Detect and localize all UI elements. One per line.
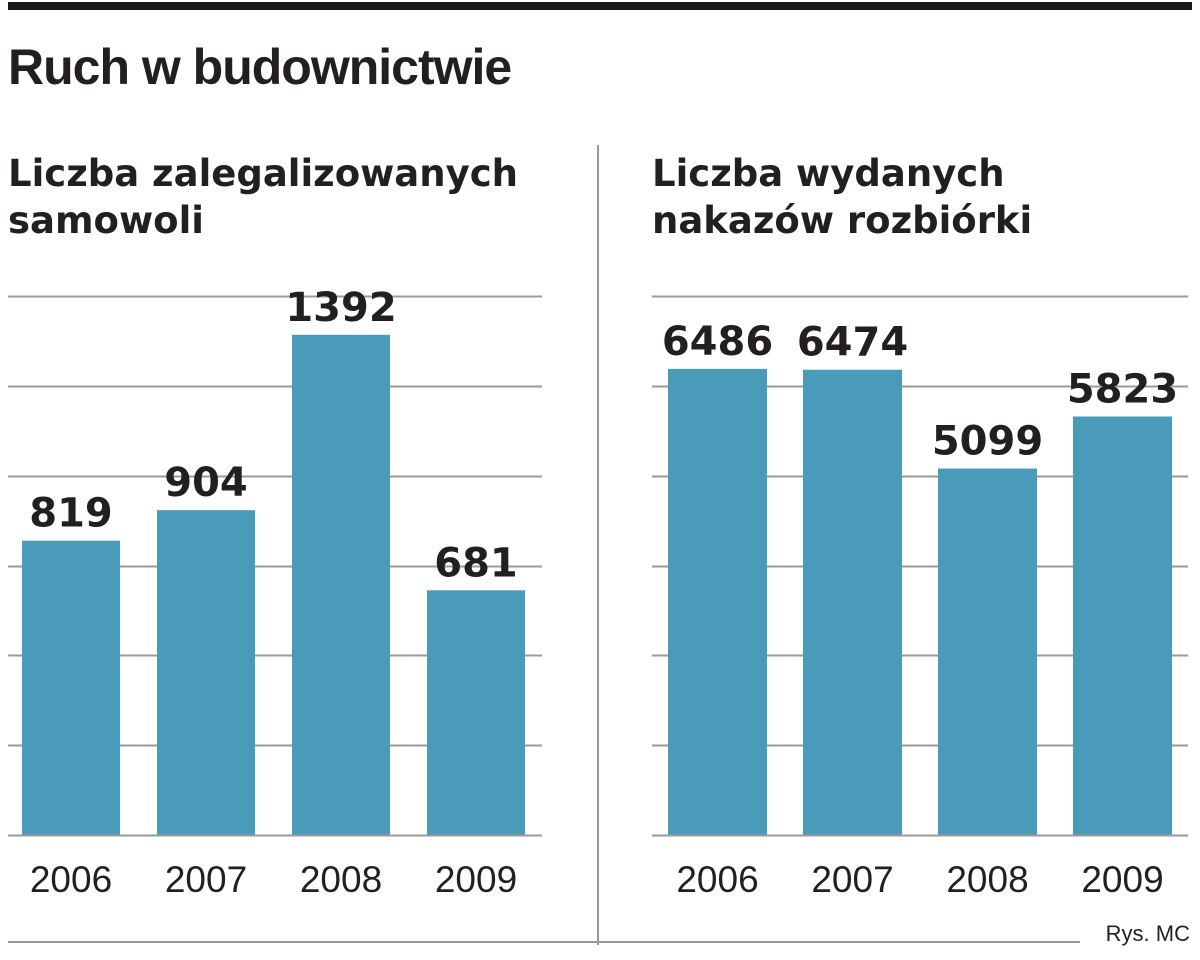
right-chart-title-line-1: Liczba wydanych: [652, 152, 1005, 195]
right-bar-2008: [938, 468, 1037, 835]
right-category-label: 2008: [946, 859, 1028, 900]
left-bar-2006: [22, 540, 120, 835]
right-category-label: 2009: [1081, 859, 1163, 900]
right-category-label: 2006: [676, 859, 758, 900]
left-chart-title: Liczba zalegalizowanych samowoli: [8, 150, 518, 244]
left-chart-title-line-2: samowoli: [8, 199, 204, 242]
right-bar-2009: [1073, 416, 1172, 835]
panel-divider: [597, 145, 599, 945]
bottom-rule: [8, 941, 1080, 943]
right-value-label: 5099: [932, 419, 1043, 465]
left-value-label: 904: [164, 460, 248, 506]
left-bar-2007: [157, 510, 255, 835]
left-category-label: 2006: [30, 859, 112, 900]
left-category-label: 2008: [300, 859, 382, 900]
left-category-label: 2007: [165, 859, 247, 900]
credit-label: Rys. MC: [1105, 921, 1190, 946]
right-value-label: 6486: [662, 319, 773, 365]
left-bar-2009: [427, 590, 525, 835]
left-chart-title-line-1: Liczba zalegalizowanych: [8, 152, 518, 195]
right-category-label: 2007: [811, 859, 893, 900]
right-chart-title: Liczba wydanych nakazów rozbiórki: [652, 150, 1032, 244]
right-chart-title-line-2: nakazów rozbiórki: [652, 199, 1033, 242]
top-rule: [8, 2, 1192, 10]
right-bar-2006: [668, 368, 767, 835]
right-value-label: 6474: [797, 320, 908, 366]
left-category-label: 2009: [435, 859, 517, 900]
left-bar-2008: [292, 334, 390, 835]
left-value-label: 819: [29, 491, 113, 537]
right-bar-2007: [803, 369, 902, 835]
left-value-label: 681: [434, 540, 518, 586]
page-title: Ruch w budownictwie: [8, 39, 512, 95]
right-value-label: 5823: [1067, 367, 1178, 413]
left-value-label: 1392: [285, 285, 396, 331]
